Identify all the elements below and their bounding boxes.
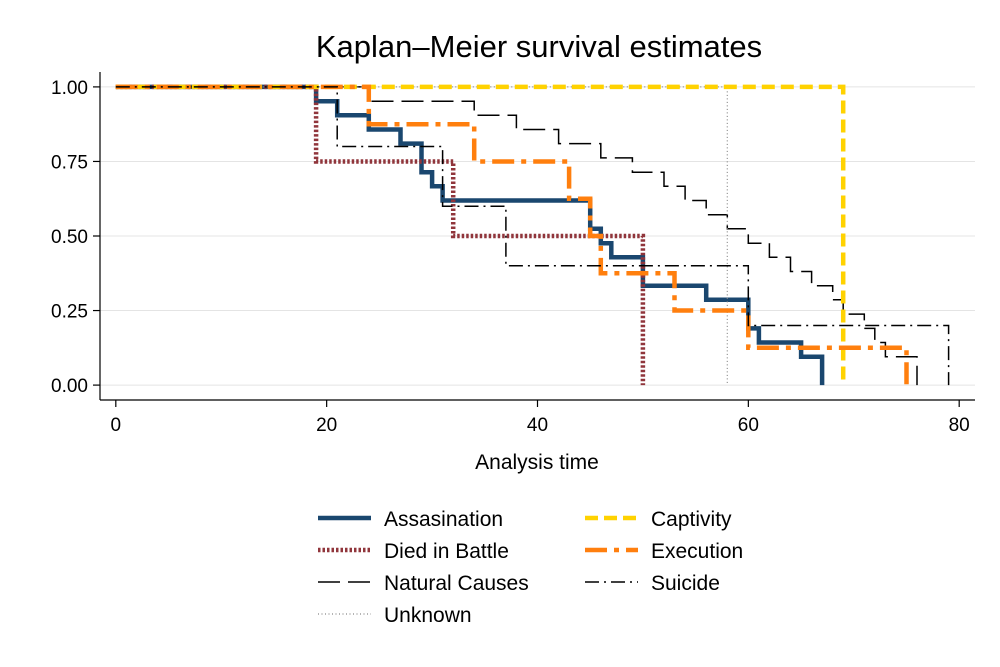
y-tick-label-1: 0.25 <box>51 302 88 323</box>
series-line-3 <box>115 86 728 386</box>
series-lines <box>115 84 950 386</box>
legend-label-3: Unknown <box>384 604 472 627</box>
y-tick-label-2: 0.50 <box>51 227 88 248</box>
legend-label-6: Suicide <box>651 572 720 595</box>
y-tick-label-3: 0.75 <box>51 152 88 173</box>
tick-labels: 0 20 40 60 80 0.00 0.25 0.50 0.75 1.00 <box>51 78 970 436</box>
y-tick-label-4: 1.00 <box>51 78 88 99</box>
legend-label-0: Assasination <box>384 508 503 531</box>
x-tick-label-2: 40 <box>527 415 548 436</box>
x-axis-label: Analysis time <box>475 451 599 474</box>
series-line-6 <box>115 86 950 386</box>
x-tick-label-4: 80 <box>949 415 970 436</box>
chart-title: Kaplan–Meier survival estimates <box>316 29 762 64</box>
series-line-4 <box>115 84 846 386</box>
x-tick-label-1: 20 <box>316 415 337 436</box>
legend-label-1: Died in Battle <box>384 540 509 563</box>
x-tick-label-0: 0 <box>111 415 122 436</box>
legend-label-5: Execution <box>651 540 743 563</box>
legend: Assasination Died in Battle Natural Causes… <box>318 508 743 627</box>
y-tick-label-0: 0.00 <box>51 376 88 397</box>
legend-label-2: Natural Causes <box>384 572 529 595</box>
legend-label-4: Captivity <box>651 508 732 531</box>
x-tick-label-3: 60 <box>738 415 759 436</box>
